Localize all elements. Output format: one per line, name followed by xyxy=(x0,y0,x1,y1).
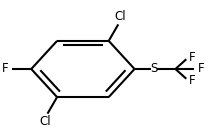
Text: F: F xyxy=(189,74,195,87)
Text: Cl: Cl xyxy=(40,115,51,128)
Text: F: F xyxy=(189,51,195,64)
Text: F: F xyxy=(2,63,9,75)
Text: F: F xyxy=(198,63,205,75)
Text: S: S xyxy=(150,63,158,75)
Text: Cl: Cl xyxy=(115,10,126,23)
